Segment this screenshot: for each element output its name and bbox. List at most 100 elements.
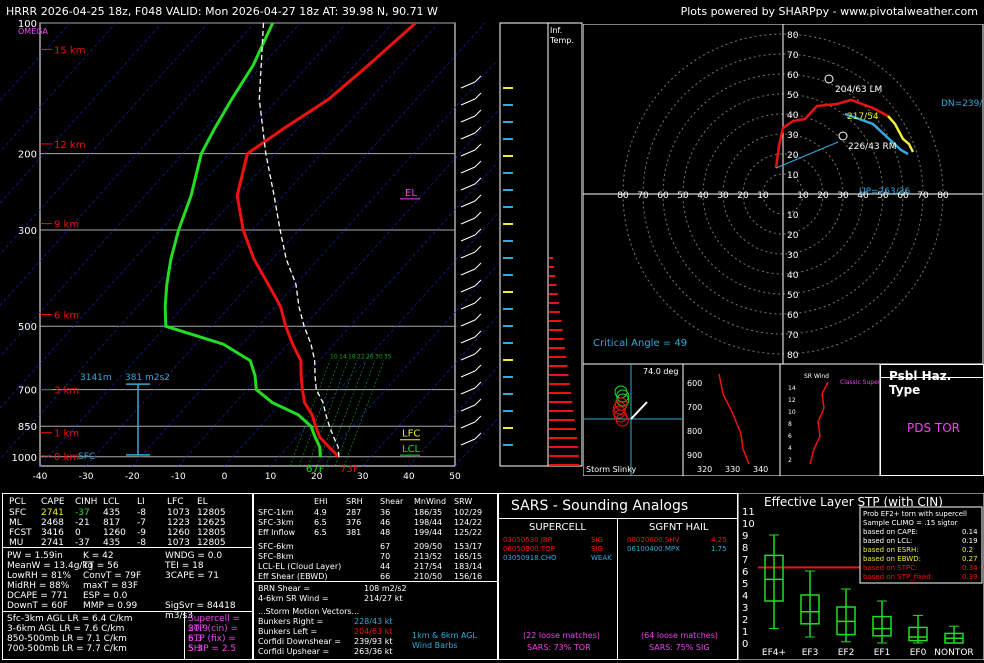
hodo-trace-high bbox=[887, 115, 915, 153]
temperature-line bbox=[235, 23, 417, 458]
motion-value: 204/63 kt bbox=[354, 627, 393, 636]
parcel-cell: 1073 bbox=[167, 538, 190, 548]
thermo-value: MidRH = 88% bbox=[7, 581, 70, 591]
slinky-ring bbox=[615, 413, 629, 427]
wind-barb bbox=[460, 285, 476, 293]
wind-barb bbox=[460, 404, 476, 412]
supercell-analog: 06050900.TOP bbox=[503, 545, 555, 553]
mixing-ratio-label: 26 bbox=[366, 354, 374, 361]
hazard-value: PDS TOR bbox=[907, 421, 961, 435]
parcel-cell: 435 bbox=[103, 538, 121, 548]
kin-cell: SFC-1km bbox=[258, 508, 294, 517]
stp-legend-label: based on STP_fixed: bbox=[863, 573, 933, 581]
kin-cell: 381 bbox=[346, 528, 362, 537]
stp-legend-label: based on STPC: bbox=[863, 564, 918, 572]
stp-category: EF2 bbox=[838, 648, 855, 658]
parcel-cell: -9 bbox=[137, 528, 146, 538]
stp-legend-value: 0.27 bbox=[962, 555, 978, 563]
parcel-cell: 817 bbox=[103, 518, 121, 528]
stp-category: EF1 bbox=[874, 648, 891, 658]
credit-text: Plots powered by SHARPpy - www.pivotalwe… bbox=[680, 5, 978, 18]
parcel-header: PCL bbox=[9, 497, 26, 507]
kin-cell: 209/50 bbox=[414, 542, 443, 551]
stp-category: NONTOR bbox=[934, 648, 973, 658]
temp-tick-label: -10 bbox=[171, 472, 186, 482]
kin-cell: 183/14 bbox=[454, 562, 483, 571]
stp-y-tick: 5 bbox=[742, 579, 748, 590]
hodo-ring-label: 30 bbox=[787, 251, 799, 261]
thermo-value: DownT = 60F bbox=[7, 601, 68, 611]
wind-barb bbox=[460, 251, 476, 259]
stp-y-tick: 2 bbox=[742, 615, 748, 626]
omega-label: OMEGA bbox=[18, 27, 48, 36]
kin-cell: 186/35 bbox=[414, 508, 443, 517]
height-label: 1 km bbox=[54, 429, 79, 440]
stp-legend-label: based on LCL: bbox=[863, 537, 912, 545]
srwind-tick: 2 bbox=[788, 457, 792, 464]
parcel-cell: -8 bbox=[137, 508, 146, 518]
hail-analog: 08020600.SHV bbox=[627, 536, 680, 544]
barb-label: Wind Barbs bbox=[412, 641, 458, 650]
hail-size: 4.25 bbox=[711, 536, 727, 544]
srwind-tick: 4 bbox=[788, 445, 792, 452]
stp-y-tick: 7 bbox=[742, 555, 748, 566]
srwind-supercell-label: Classic Supercell bbox=[840, 379, 880, 386]
temp-tick-label: 0 bbox=[222, 472, 228, 482]
parcel-cell: 1260 bbox=[103, 528, 126, 538]
temp-tick-label: 50 bbox=[449, 472, 461, 482]
wind-barb-flag bbox=[474, 381, 482, 389]
mixing-ratio-label: 10 bbox=[330, 354, 338, 361]
slinky-vector bbox=[630, 401, 648, 420]
srwind-line bbox=[809, 381, 829, 465]
srwind-tick: 6 bbox=[788, 433, 792, 440]
parcel-cell: 3416 bbox=[41, 528, 64, 538]
pressure-label: 200 bbox=[18, 150, 37, 161]
supercell-title: SUPERCELL bbox=[529, 522, 586, 533]
wind-barb-flag bbox=[474, 415, 482, 423]
kin-cell: LCL-EL (Cloud Layer) bbox=[258, 562, 342, 571]
slinky-angle: 74.0 deg bbox=[643, 367, 678, 376]
kin-cell: 287 bbox=[346, 508, 362, 517]
kin-cell: 213/52 bbox=[414, 552, 443, 561]
barb-strip-frame bbox=[499, 22, 549, 467]
height-label: 9 km bbox=[54, 220, 79, 231]
kin-cell: 102/29 bbox=[454, 508, 483, 517]
wind-barb bbox=[460, 268, 476, 276]
wind-barb-flag bbox=[474, 126, 482, 134]
hodo-ring-label: 60 bbox=[897, 191, 909, 201]
hodo-ring-label: 10 bbox=[757, 191, 769, 201]
theta-line bbox=[718, 373, 750, 465]
hail-pct: SARS: 75% SIG bbox=[649, 643, 710, 652]
wind-barb bbox=[460, 234, 476, 242]
kin-cell: 66 bbox=[380, 572, 391, 581]
isotherm bbox=[0, 22, 301, 358]
wind-barb-flag bbox=[474, 245, 482, 253]
hodo-ring-label: 60 bbox=[787, 71, 799, 81]
divider bbox=[3, 611, 252, 612]
temp-tick-label: 20 bbox=[311, 472, 323, 482]
stp-y-tick: 0 bbox=[742, 639, 748, 650]
hazard-title: Psbl Haz. Type bbox=[889, 369, 952, 397]
temp-tick-label: 10 bbox=[265, 472, 277, 482]
parcel-cell: 2468 bbox=[41, 518, 64, 528]
thermo-value: MMP = 0.99 bbox=[83, 601, 138, 611]
mixing-ratio-line bbox=[334, 360, 376, 467]
wind-barb-column: Inf.Temp. bbox=[460, 22, 583, 467]
kin-cell: 44 bbox=[380, 562, 391, 571]
lapse-rate: Sfc-3km AGL LR = 6.4 C/km bbox=[7, 614, 133, 624]
composite-index: STP (fix) = 5.3 bbox=[188, 634, 236, 654]
hail-matches: (64 loose matches) bbox=[641, 631, 718, 640]
height-label: 6 km bbox=[54, 311, 79, 322]
parcel-cell: 12805 bbox=[197, 538, 226, 548]
kin-cell: 67 bbox=[380, 542, 391, 551]
parcel-header: LI bbox=[137, 497, 145, 507]
hodo-ring-label: 10 bbox=[787, 171, 799, 181]
hodo-lm-label: 204/63 LM bbox=[835, 85, 882, 95]
isotherm bbox=[85, 22, 486, 467]
sfc-temp-label: 73F bbox=[340, 464, 359, 475]
kin-cell: 217/54 bbox=[414, 562, 443, 571]
srw46-value: 214/27 kt bbox=[364, 594, 403, 603]
dewpoint-line bbox=[163, 23, 322, 457]
lapse-rate: 850-500mb LR = 7.1 C/km bbox=[7, 634, 127, 644]
thermo-value: maxT = 83F bbox=[83, 581, 138, 591]
